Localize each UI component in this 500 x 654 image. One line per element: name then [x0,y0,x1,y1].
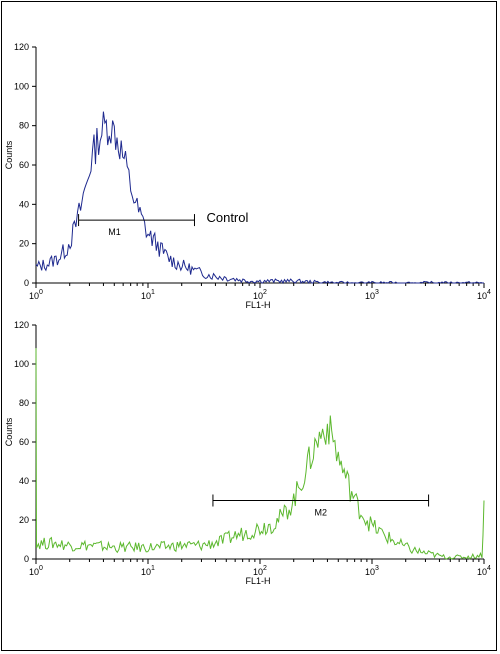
x-tick-label: 103 [365,565,379,577]
y-tick-label: 60 [19,160,29,170]
y-tick-label: 20 [19,239,29,249]
y-tick-label: 40 [19,476,29,486]
y-axis-label: Counts [4,417,14,446]
x-tick-label: 100 [29,289,43,301]
x-tick-label: 100 [29,565,43,577]
y-tick-label: 80 [19,121,29,131]
y-tick-label: 0 [24,278,29,288]
y-tick-label: 120 [14,42,29,52]
y-tick-label: 100 [14,81,29,91]
y-tick-label: 120 [14,320,29,330]
x-tick-label: 103 [365,289,379,301]
y-axis-label: Counts [4,140,14,169]
chart-2: 0 20 40 60 80 100 120 100 101 102 103 104 FL1-H Count… [4,320,491,586]
gate-label: M1 [108,227,121,237]
y-tick-label: 60 [19,437,29,447]
x-tick-label: 101 [141,565,155,577]
x-tick-label: 102 [253,289,267,301]
x-axis-label: FL1-H [245,576,270,586]
y-tick-label: 80 [19,398,29,408]
x-tick-label: 102 [253,565,267,577]
y-tick-label: 100 [14,359,29,369]
chart-1: 0 20 40 60 80 100 120 100 101 102 103 104 FL1-H Count… [4,42,491,310]
x-axis-label: FL1-H [245,300,270,310]
histogram-series-line [35,111,484,285]
gate-label: M2 [314,508,327,518]
x-tick-label: 104 [477,289,491,301]
histogram-series-line [35,348,485,560]
y-tick-label: 0 [24,554,29,564]
y-tick-label: 40 [19,199,29,209]
control-annotation: Control [206,210,248,225]
x-tick-label: 104 [477,565,491,577]
y-tick-label: 20 [19,515,29,525]
x-tick-label: 101 [141,289,155,301]
